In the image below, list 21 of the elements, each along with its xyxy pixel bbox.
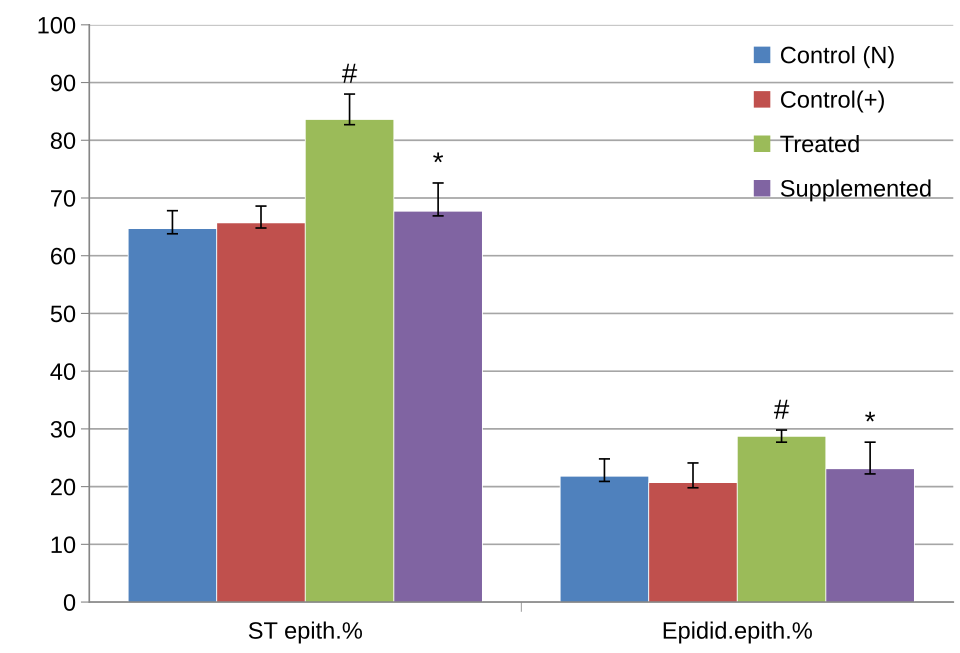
y-tick-label: 30 <box>50 420 76 438</box>
x-tick-label: Epidid.epith.% <box>664 622 812 644</box>
legend-label: Treated <box>780 134 859 152</box>
y-tick-label: 10 <box>52 536 76 554</box>
legend-label: Control (N) <box>780 46 894 68</box>
legend-label: Supplemented <box>780 179 931 202</box>
y-tick-label: 20 <box>51 478 76 496</box>
data-label: * <box>433 152 444 162</box>
y-tick-label: 50 <box>50 306 76 322</box>
y-tick-label: 100 <box>38 16 76 34</box>
y-tick-label: 80 <box>50 132 76 150</box>
y-tick-label: 90 <box>50 74 76 92</box>
data-label: # <box>774 400 790 419</box>
y-tick-label: 40 <box>50 363 76 380</box>
x-tick-label: ST epith.% <box>248 622 362 644</box>
y-tick-label: 70 <box>51 190 76 207</box>
y-tick-label: 60 <box>51 248 76 265</box>
data-label: * <box>865 412 876 422</box>
y-tick-label: 0 <box>64 594 76 611</box>
data-label: # <box>342 64 358 83</box>
legend-label: Control(+) <box>780 90 884 113</box>
